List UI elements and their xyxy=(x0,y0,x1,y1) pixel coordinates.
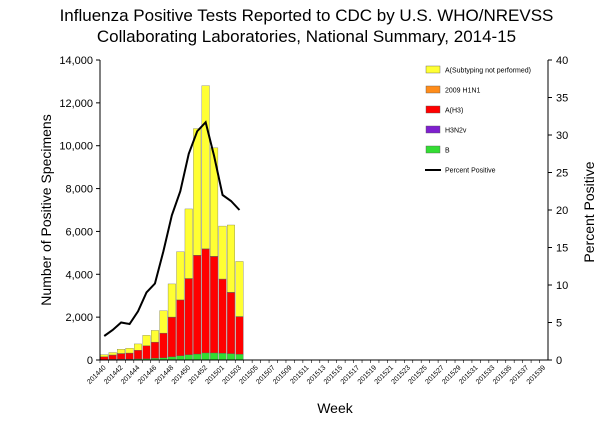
y-tick-label: 2,000 xyxy=(65,312,93,324)
y-tick-label: 4,000 xyxy=(65,269,93,281)
bar-a-h3-201450 xyxy=(184,278,193,355)
bar-a-h3-201444 xyxy=(134,350,142,360)
bar-b-201449 xyxy=(176,355,185,361)
bar-a-subtyping-not-performed-201444 xyxy=(134,343,142,351)
legend-label-h3n2v: H3N2v xyxy=(445,128,467,135)
bar-b-201501 xyxy=(218,352,227,361)
y2-tick-label: 0 xyxy=(556,355,562,367)
y-tick-label: 10,000 xyxy=(59,141,93,153)
bar-a-subtyping-not-performed-201501 xyxy=(218,225,227,280)
bar-b-201452 xyxy=(201,352,210,361)
bar-a-h3-201445 xyxy=(142,345,151,359)
y2-tick-label: 5 xyxy=(556,318,562,330)
y2-axis-label: Percent Positive xyxy=(581,161,597,262)
bar-a-subtyping-not-performed-201452 xyxy=(201,85,210,249)
bar-a-subtyping-not-performed-201442 xyxy=(117,349,126,354)
bar-a-h3-201451 xyxy=(193,255,202,355)
bar-a-subtyping-not-performed-201446 xyxy=(150,330,159,343)
legend-label-b: B xyxy=(445,148,450,155)
legend-swatch-2009-h1n1 xyxy=(425,85,441,94)
y-tick-label: 14,000 xyxy=(59,55,93,67)
bar-a-subtyping-not-performed-201502 xyxy=(227,224,235,293)
bar-a-subtyping-not-performed-201450 xyxy=(184,208,193,279)
bar-b-201502 xyxy=(227,353,235,361)
chart-title-line-1: Influenza Positive Tests Reported to CDC… xyxy=(59,6,554,25)
y2-tick-label: 25 xyxy=(556,168,568,180)
legend-label-percent-positive: Percent Positive xyxy=(445,168,496,175)
bar-a-h3-201452 xyxy=(201,248,210,354)
y-tick-label: 8,000 xyxy=(65,184,93,196)
legend-swatch-h3n2v xyxy=(425,125,441,134)
percent-positive-line xyxy=(103,120,241,337)
y2-tick-label: 20 xyxy=(556,205,568,217)
bar-b-201503 xyxy=(235,354,244,361)
bar-a-h3-201453 xyxy=(210,256,219,354)
legend-swatch-b xyxy=(425,145,441,154)
bar-a-h3-201441 xyxy=(108,354,117,360)
y-tick-label: 0 xyxy=(87,355,93,367)
x-tick-label: 201539 xyxy=(526,364,548,386)
x-ticks: 2014402014422014442014462014482014502014… xyxy=(86,360,547,386)
bar-a-subtyping-not-performed-201445 xyxy=(142,335,151,346)
bar-a-h3-201502 xyxy=(227,292,235,354)
legend-swatch-a-subtyping-not-performed xyxy=(425,65,441,74)
bar-a-h3-201447 xyxy=(159,333,168,358)
bar-a-h3-201442 xyxy=(117,353,126,360)
bar-b-201453 xyxy=(210,352,219,361)
legend: A(Subtyping not performed) 2009 H1N1 A(H3)… xyxy=(425,65,531,175)
legend-swatch-a-h3 xyxy=(425,105,441,114)
bar-a-subtyping-not-performed-201440 xyxy=(100,354,109,357)
legend-label-a-h3: A(H3) xyxy=(445,108,463,115)
y2-tick-label: 35 xyxy=(556,93,568,105)
y2-tick-label: 40 xyxy=(556,55,568,67)
percent-line-layer xyxy=(103,120,241,337)
bar-a-subtyping-not-performed-201503 xyxy=(235,261,244,317)
y-tick-label: 12,000 xyxy=(59,98,93,110)
bar-a-subtyping-not-performed-201441 xyxy=(108,352,117,356)
bar-a-h3-201501 xyxy=(218,279,227,354)
y-tick-label: 6,000 xyxy=(65,226,93,238)
bar-a-h3-201503 xyxy=(235,316,244,355)
y-ticks-right: 0 5 10 15 20 25 30 35 40 xyxy=(548,55,568,367)
y2-tick-label: 30 xyxy=(556,130,568,142)
x-axis-label: Week xyxy=(317,400,354,416)
bar-a-subtyping-not-performed-201451 xyxy=(193,128,202,256)
y2-tick-label: 15 xyxy=(556,243,568,255)
y-axis-label: Number of Positive Specimens xyxy=(38,114,54,305)
bar-a-subtyping-not-performed-201448 xyxy=(167,283,176,318)
legend-label-2009-h1n1: 2009 H1N1 xyxy=(445,88,481,95)
legend-label-a-subtyping-not-performed: A(Subtyping not performed) xyxy=(445,68,531,75)
bar-a-h3-201446 xyxy=(150,342,159,359)
bar-a-subtyping-not-performed-201443 xyxy=(125,348,134,354)
chart-title-line-2: Collaborating Laboratories, National Sum… xyxy=(96,27,517,46)
bar-a-h3-201443 xyxy=(125,352,134,360)
bar-a-h3-201449 xyxy=(176,299,185,356)
bar-b-201451 xyxy=(193,353,202,361)
bar-a-h3-201448 xyxy=(167,316,176,357)
bar-layer xyxy=(100,85,244,361)
y2-tick-label: 10 xyxy=(556,280,568,292)
bar-b-201450 xyxy=(184,354,193,361)
bar-a-h3-201440 xyxy=(100,356,109,360)
bar-a-subtyping-not-performed-201449 xyxy=(176,251,185,301)
y-ticks-left: 0 2,000 4,000 6,000 8,000 10,000 12,000 14,000 xyxy=(59,55,100,367)
bar-a-subtyping-not-performed-201453 xyxy=(210,147,219,257)
bar-a-subtyping-not-performed-201447 xyxy=(159,310,168,334)
